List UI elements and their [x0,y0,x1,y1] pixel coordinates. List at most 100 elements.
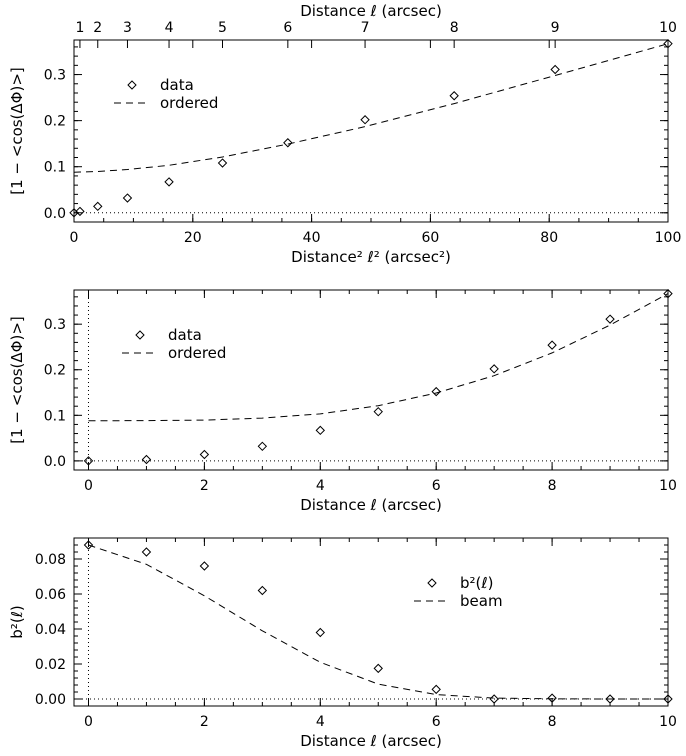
y-tick-label: 0.2 [44,363,66,379]
plot-frame [73,289,669,471]
data-point-marker [547,340,557,350]
x-tick-label: 80 [540,230,558,246]
plot-frame [73,39,669,223]
top-axis-tick-label: 9 [551,20,560,36]
legend-marker-swatch [135,330,145,340]
top-axis-tick-label: 7 [361,20,370,36]
data-point-marker [605,694,615,704]
data-point-marker [489,364,499,374]
top-axis-tick-label: 8 [450,20,459,36]
y-tick-label: 0.1 [44,408,66,424]
legend-label: b²(ℓ) [460,574,493,592]
top-axis-tick-label: 4 [165,20,174,36]
data-point-marker [431,684,441,695]
x-tick-label: 4 [316,478,325,494]
y-tick-label: 0.0 [44,454,66,470]
x-tick-label: 0 [70,230,79,246]
top-axis-tick-label: 2 [93,20,102,36]
x-tick-label: 0 [84,478,93,494]
legend-marker-swatch [427,578,437,588]
data-point-marker [75,206,85,217]
legend-label: ordered [168,344,226,362]
series-line-ordered [88,293,669,422]
x-tick-label: 10 [659,478,677,494]
data-point-marker [431,386,441,397]
series-line-beam [88,544,668,700]
top-axis-tick-label: 3 [123,20,132,36]
y-tick-label: 0.08 [35,552,66,568]
data-point-marker [663,288,673,299]
data-point-marker [257,441,268,452]
legend-label: data [160,76,194,94]
y-tick-label: 0.0 [44,206,66,222]
y-axis-title: [1 − <cos(ΔΦ)>] [8,316,26,444]
data-point-marker [663,38,673,49]
data-point-marker [373,663,383,674]
legend-label: data [168,326,202,344]
x-tick-label: 40 [303,230,321,246]
legend-marker-swatch [127,80,137,90]
plot-frame [73,537,669,707]
x-tick-label: 0 [84,714,93,730]
y-tick-label: 0.04 [35,622,66,638]
x-tick-label: 60 [421,230,439,246]
x-axis-title: Distance ℓ (arcsec) [300,732,442,750]
data-point-marker [283,138,293,148]
legend-label: ordered [160,94,218,112]
y-tick-label: 0.2 [44,114,66,130]
x-tick-label: 20 [184,230,202,246]
x-axis-title: Distance ℓ (arcsec) [300,496,442,514]
x-tick-label: 2 [200,478,209,494]
data-point-marker [122,193,133,203]
data-point-marker [83,456,94,466]
y-tick-label: 0.3 [44,317,66,333]
data-point-marker [141,454,152,465]
x-tick-label: 100 [655,230,682,246]
x-tick-label: 8 [548,714,557,730]
x-tick-label: 6 [432,478,441,494]
x-tick-label: 6 [432,714,441,730]
data-point-marker [217,158,228,168]
data-point-marker [663,694,673,704]
data-point-marker [550,64,560,75]
x-axis-title: Distance² ℓ² (arcsec²) [291,248,451,266]
x-tick-label: 10 [659,714,677,730]
panel-bottom: 0 2 4 6 8 10 0.00 0.02 0.04 0.06 0.08 Distance ℓ (a… [8,537,677,750]
panel-middle: 0 2 4 6 8 10 0.0 0.1 0.2 0.3 Distance ℓ (arcsec) [1… [8,288,677,514]
data-point-marker [449,91,459,101]
y-axis-title: b²(ℓ) [8,605,26,638]
top-axis-title: Distance ℓ (arcsec) [300,2,442,20]
series-line-ordered [73,43,669,173]
data-point-marker [360,115,370,125]
y-tick-label: 0.00 [35,692,66,708]
x-tick-label: 2 [200,714,209,730]
data-point-marker [93,201,103,212]
data-point-marker [315,425,326,436]
top-axis-tick-label: 10 [659,20,677,36]
data-point-marker [373,406,383,417]
y-tick-label: 0.3 [44,68,66,84]
data-point-marker [547,693,557,703]
x-tick-label: 4 [316,714,325,730]
y-tick-label: 0.1 [44,160,66,176]
data-point-marker [199,561,210,571]
data-point-marker [164,177,174,187]
x-tick-label: 8 [548,478,557,494]
y-tick-label: 0.06 [35,587,66,603]
data-point-marker [605,314,615,324]
y-tick-label: 0.02 [35,657,66,673]
top-axis-tick-label: 5 [218,20,227,36]
data-point-marker [141,547,152,557]
data-point-marker [199,449,210,460]
top-axis-tick-label: 6 [283,20,292,36]
top-axis-tick-label: 1 [75,20,84,36]
panel-top: 0 20 40 60 80 100 0.0 0.1 0.2 0.3 1 2 3 4 5 6 7 8 9 10 Dista… [8,2,681,266]
legend-label: beam [460,592,503,610]
data-point-marker [83,540,94,550]
data-point-marker [315,627,326,638]
y-axis-title: [1 − <cos(ΔΦ)>] [8,67,26,195]
data-point-marker [257,585,268,596]
